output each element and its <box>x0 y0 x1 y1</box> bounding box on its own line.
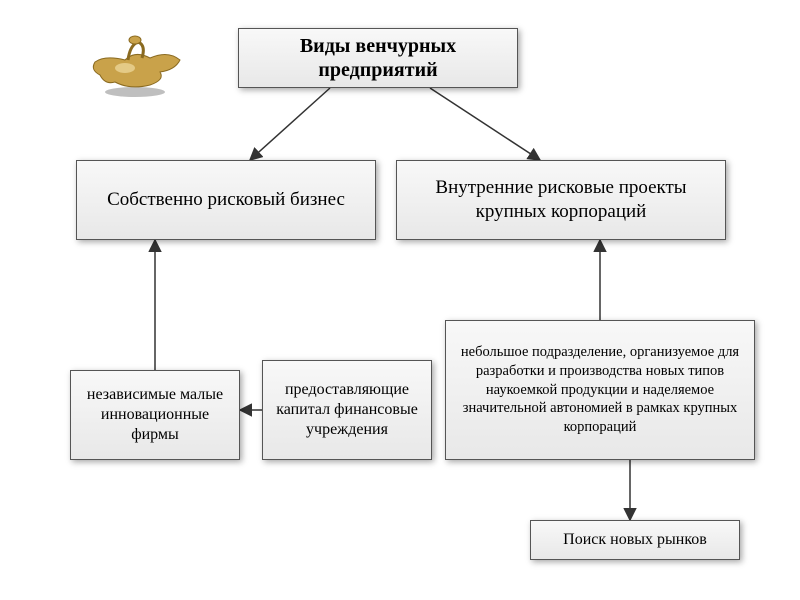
node-left3a-text: независимые малые инновационные фирмы <box>81 385 229 445</box>
node-right2: Внутренние рисковые проекты крупных корп… <box>396 160 726 240</box>
node-left2: Собственно рисковый бизнес <box>76 160 376 240</box>
node-left2-text: Собственно рисковый бизнес <box>107 188 345 212</box>
node-right-desc: небольшое подразделение, организуемое дл… <box>445 320 755 460</box>
node-right-leaf: Поиск новых рынков <box>530 520 740 560</box>
node-left3a: независимые малые инновационные фирмы <box>70 370 240 460</box>
node-right-desc-text: небольшое подразделение, организуемое дл… <box>456 343 744 437</box>
node-right2-text: Внутренние рисковые проекты крупных корп… <box>407 176 715 224</box>
node-left3b: предоставляющие капитал финансовые учреж… <box>262 360 432 460</box>
edge-title-left2 <box>250 88 330 160</box>
node-right-leaf-text: Поиск новых рынков <box>563 531 707 549</box>
node-left3b-text: предоставляющие капитал финансовые учреж… <box>273 380 421 440</box>
edge-title-right2 <box>430 88 540 160</box>
lamp-icon <box>80 30 190 100</box>
title-text: Виды венчурных предприятий <box>249 34 507 82</box>
title-box: Виды венчурных предприятий <box>238 28 518 88</box>
